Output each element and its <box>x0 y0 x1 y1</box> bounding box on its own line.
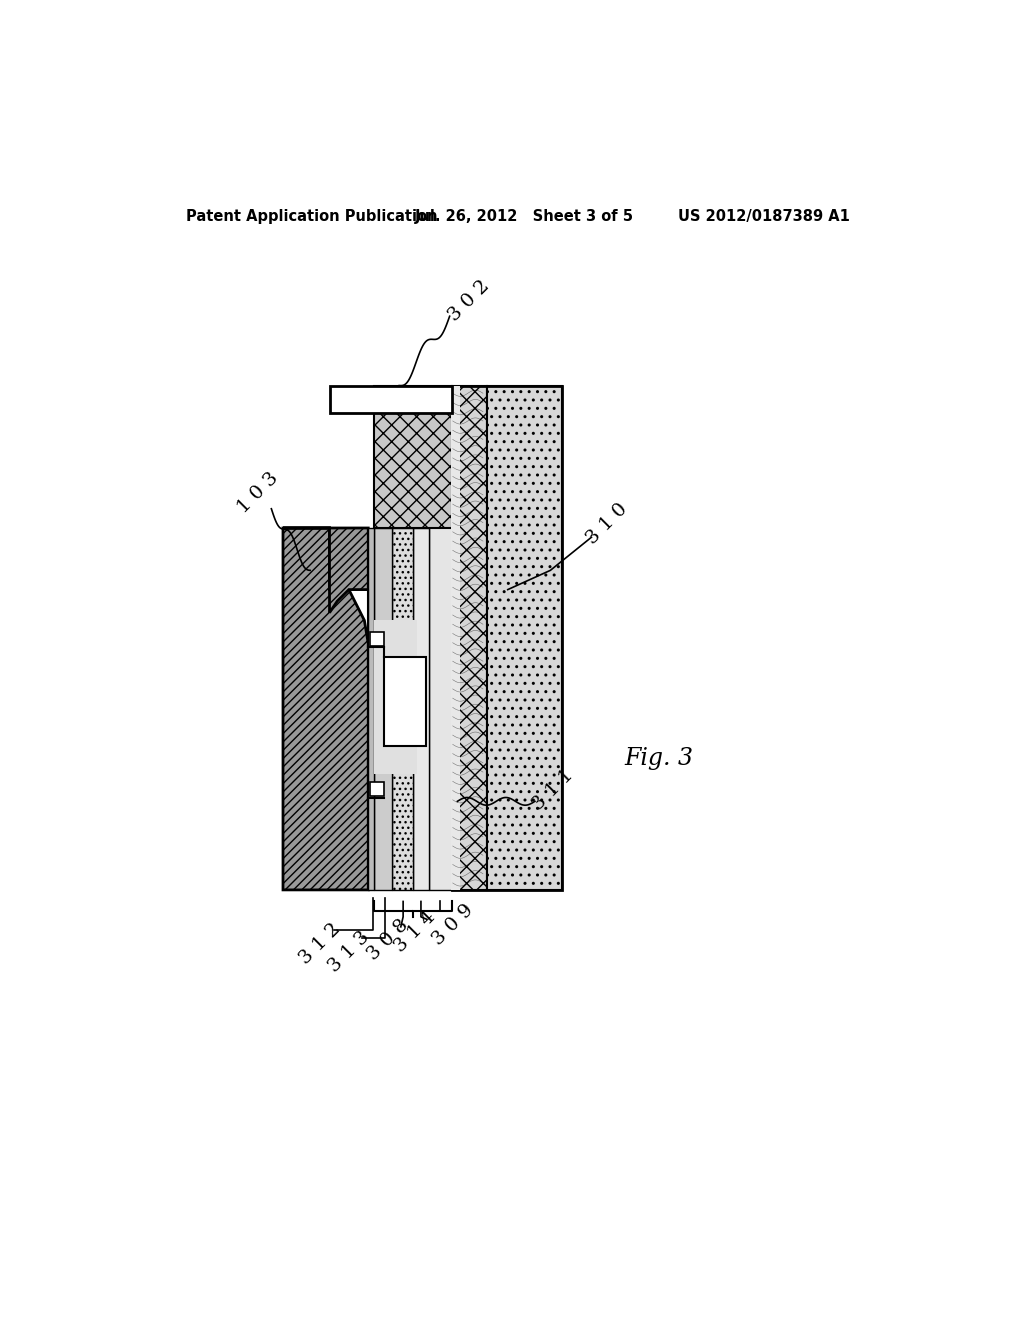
Bar <box>375 620 417 775</box>
Bar <box>375 528 391 890</box>
Text: 1 0 3: 1 0 3 <box>234 470 283 517</box>
Bar <box>370 781 384 796</box>
Text: 3 1 4: 3 1 4 <box>391 908 438 956</box>
Text: 3 1 3: 3 1 3 <box>325 928 373 975</box>
Bar <box>429 385 452 890</box>
Text: 3 0 9: 3 0 9 <box>429 900 477 949</box>
Bar <box>370 632 384 645</box>
Bar <box>414 528 429 890</box>
Bar <box>452 385 486 890</box>
Bar <box>486 385 562 890</box>
Text: 3 1 1: 3 1 1 <box>528 766 577 813</box>
Polygon shape <box>283 528 369 890</box>
Text: Jul. 26, 2012   Sheet 3 of 5: Jul. 26, 2012 Sheet 3 of 5 <box>415 209 634 223</box>
Text: 3 0 2: 3 0 2 <box>445 277 493 325</box>
Text: Patent Application Publication: Patent Application Publication <box>186 209 437 223</box>
Bar <box>452 385 461 890</box>
Text: 3 1 2: 3 1 2 <box>296 920 344 968</box>
Text: 3 0 8: 3 0 8 <box>364 916 412 964</box>
Bar <box>375 385 452 528</box>
Bar <box>391 528 414 890</box>
Text: Fig. 3: Fig. 3 <box>625 747 693 771</box>
Bar <box>369 528 375 890</box>
Bar <box>452 385 562 890</box>
Bar <box>384 657 426 746</box>
Bar <box>330 385 452 413</box>
Text: US 2012/0187389 A1: US 2012/0187389 A1 <box>678 209 850 223</box>
Text: 3 1 0: 3 1 0 <box>583 500 631 548</box>
Polygon shape <box>283 528 369 612</box>
